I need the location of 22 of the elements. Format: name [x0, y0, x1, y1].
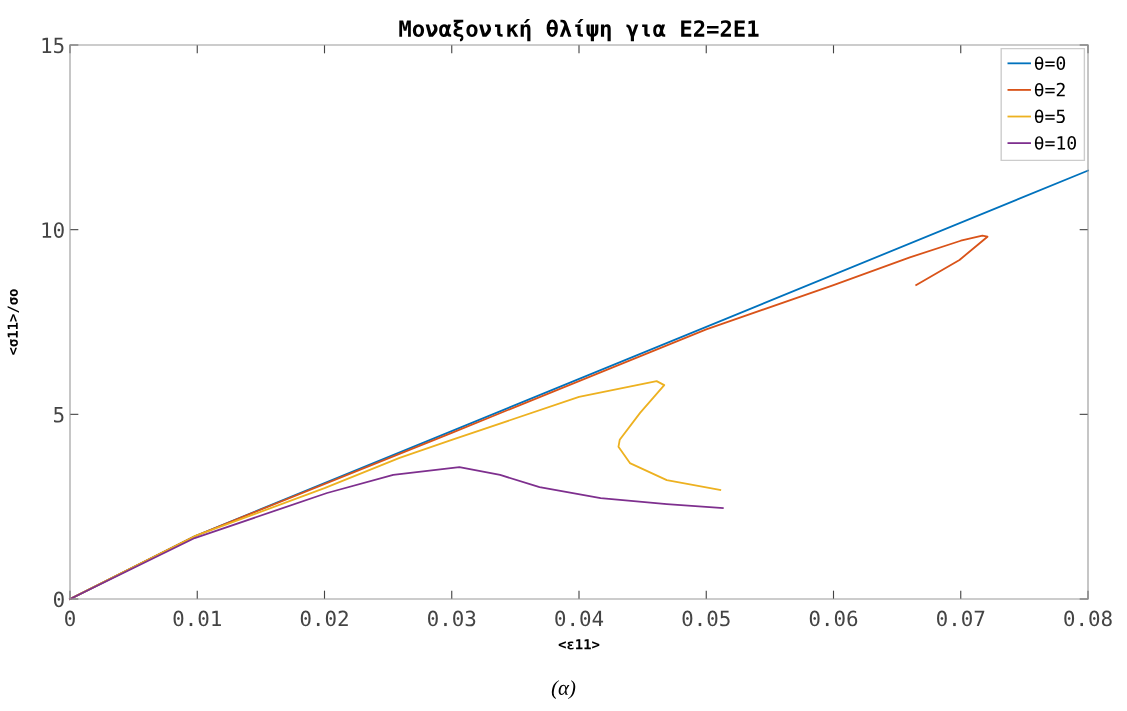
legend-label: θ=10	[1034, 136, 1076, 150]
x-tick-label: 0	[65, 610, 75, 627]
legend-label: θ=2	[1034, 82, 1065, 97]
y-tick-label: 5	[54, 407, 64, 423]
x-axis-title: <ε11>	[558, 639, 600, 650]
y-tick-label: 15	[42, 37, 64, 54]
y-axis-title: <σ11>/σο	[7, 289, 20, 355]
x-tick-label: 0.02	[300, 610, 348, 627]
text: (α)	[551, 680, 576, 700]
x-tick-label: 0.06	[809, 610, 858, 627]
x-tick-label: 0.07	[937, 610, 985, 627]
legend-label: θ=5	[1034, 109, 1065, 124]
line-series	[69, 466, 724, 600]
x-tick-label: 0.04	[555, 610, 604, 627]
chart-title: Μοναξονική θλίψη για E2=2E1	[399, 18, 759, 42]
y-tick-label: 10	[42, 222, 64, 238]
x-tick-label: 0.05	[682, 610, 730, 627]
x-tick-label: 0.01	[173, 610, 221, 627]
x-tick-label: 0.08	[1064, 610, 1112, 627]
x-tick-label: 0.03	[428, 610, 476, 627]
y-tick-label: 0	[53, 591, 64, 608]
legend-label: θ=0	[1034, 56, 1066, 70]
